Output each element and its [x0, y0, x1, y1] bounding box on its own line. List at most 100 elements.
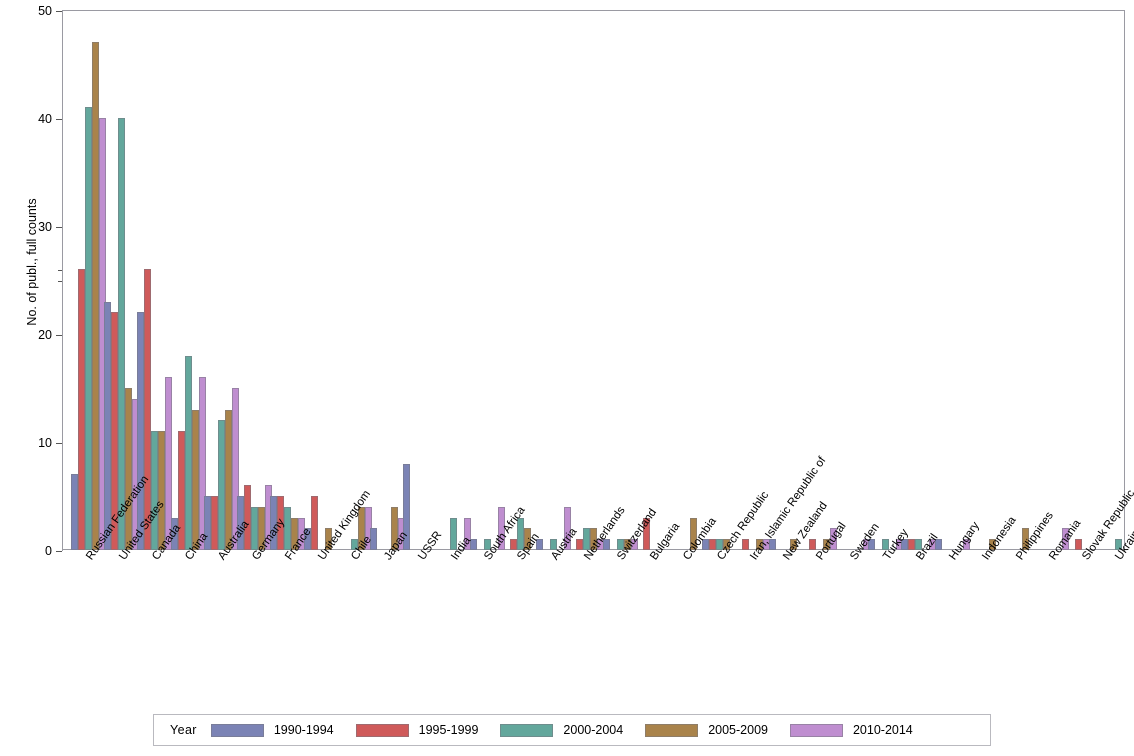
bar-group: [1001, 10, 1036, 550]
bar-group: [968, 10, 1003, 550]
legend-label: 2005-2009: [708, 723, 768, 737]
bar: [284, 506, 292, 550]
bar: [808, 539, 816, 550]
y-tick-mark: [56, 335, 62, 336]
bar: [901, 539, 909, 550]
bar: [158, 431, 166, 550]
bar: [92, 42, 99, 550]
bar: [151, 431, 159, 550]
legend-entry[interactable]: 1995-1999: [355, 723, 478, 737]
bar-group: [735, 10, 771, 550]
y-tick-label: 0: [45, 543, 52, 558]
y-tick-mark-minor: [58, 281, 62, 282]
bar: [616, 539, 624, 550]
y-tick-label: 10: [38, 435, 52, 450]
bar: [350, 539, 358, 550]
bar-group: [71, 10, 106, 550]
bar-group: [503, 10, 538, 550]
bar: [623, 539, 631, 550]
bar-group: [137, 10, 173, 550]
bar: [184, 355, 192, 550]
bar: [403, 463, 411, 550]
bar: [564, 506, 572, 550]
bar: [497, 506, 505, 550]
bar: [464, 517, 472, 550]
bar-group: [369, 10, 405, 550]
y-tick-label: 30: [38, 219, 52, 234]
bar: [962, 539, 970, 550]
legend-color-swatch: [355, 723, 409, 737]
bar-group: [403, 10, 438, 550]
y-tick-mark: [56, 443, 62, 444]
bar-group: [104, 10, 140, 550]
y-axis-line: [62, 11, 63, 551]
bar: [144, 269, 152, 550]
bar: [523, 528, 531, 550]
bar: [291, 517, 299, 550]
legend: Year 1990-1994 1995-1999 2000-2004 2005-200…: [153, 714, 991, 746]
y-tick-mark: [56, 551, 62, 552]
bar: [642, 517, 650, 550]
legend-entry[interactable]: 2005-2009: [645, 723, 768, 737]
bar: [822, 539, 830, 550]
y-tick-mark: [56, 11, 62, 12]
bar: [516, 517, 524, 550]
legend-label: 2010-2014: [852, 723, 913, 737]
bar: [630, 539, 638, 550]
bar: [125, 388, 133, 550]
bar-group: [868, 10, 904, 550]
bar-group: [303, 10, 339, 550]
bar: [270, 496, 278, 550]
bar-group: [669, 10, 704, 550]
bar: [536, 539, 544, 550]
bar: [85, 107, 92, 550]
bar-group: [602, 10, 638, 550]
bar-group: [835, 10, 871, 550]
bar: [934, 539, 942, 550]
legend-title: Year: [170, 723, 197, 737]
bar: [104, 301, 112, 550]
bar: [277, 496, 285, 550]
bar: [170, 517, 178, 550]
bar-group: [569, 10, 605, 550]
bar: [198, 377, 206, 550]
bar: [177, 431, 185, 550]
bar: [324, 528, 332, 550]
bar-group: [802, 10, 837, 550]
y-tick-label: 20: [38, 327, 52, 342]
bar: [237, 496, 245, 550]
bar-group: [768, 10, 804, 550]
y-tick-mark: [56, 119, 62, 120]
bar: [988, 539, 996, 550]
legend-entry[interactable]: 2000-2004: [500, 723, 623, 737]
bar: [118, 118, 126, 550]
bar: [1074, 539, 1082, 550]
bar: [882, 539, 890, 550]
bar: [768, 539, 776, 550]
bar: [723, 539, 731, 550]
bar: [716, 539, 724, 550]
bar: [244, 485, 252, 550]
legend-entry[interactable]: 2010-2014: [789, 723, 913, 737]
legend-color-swatch: [789, 723, 843, 737]
bar: [469, 539, 477, 550]
bar: [829, 528, 837, 550]
legend-entry[interactable]: 1990-1994: [210, 723, 334, 737]
legend-label: 2000-2004: [563, 723, 624, 737]
bar: [231, 388, 239, 550]
bar: [357, 506, 365, 550]
bar: [1022, 528, 1030, 550]
bar: [203, 496, 211, 550]
bar: [390, 506, 398, 550]
bar: [756, 539, 764, 550]
bar-group: [934, 10, 970, 550]
bar: [111, 312, 119, 550]
bar-group: [469, 10, 505, 550]
bar: [1062, 528, 1070, 550]
bar: [789, 539, 797, 550]
x-axis-labels: Russian Federation United States Canada Chi…: [62, 455, 1134, 702]
bar-group: [203, 10, 239, 550]
bar: [450, 517, 458, 550]
bars-container: [62, 11, 1124, 550]
bar: [689, 517, 697, 550]
